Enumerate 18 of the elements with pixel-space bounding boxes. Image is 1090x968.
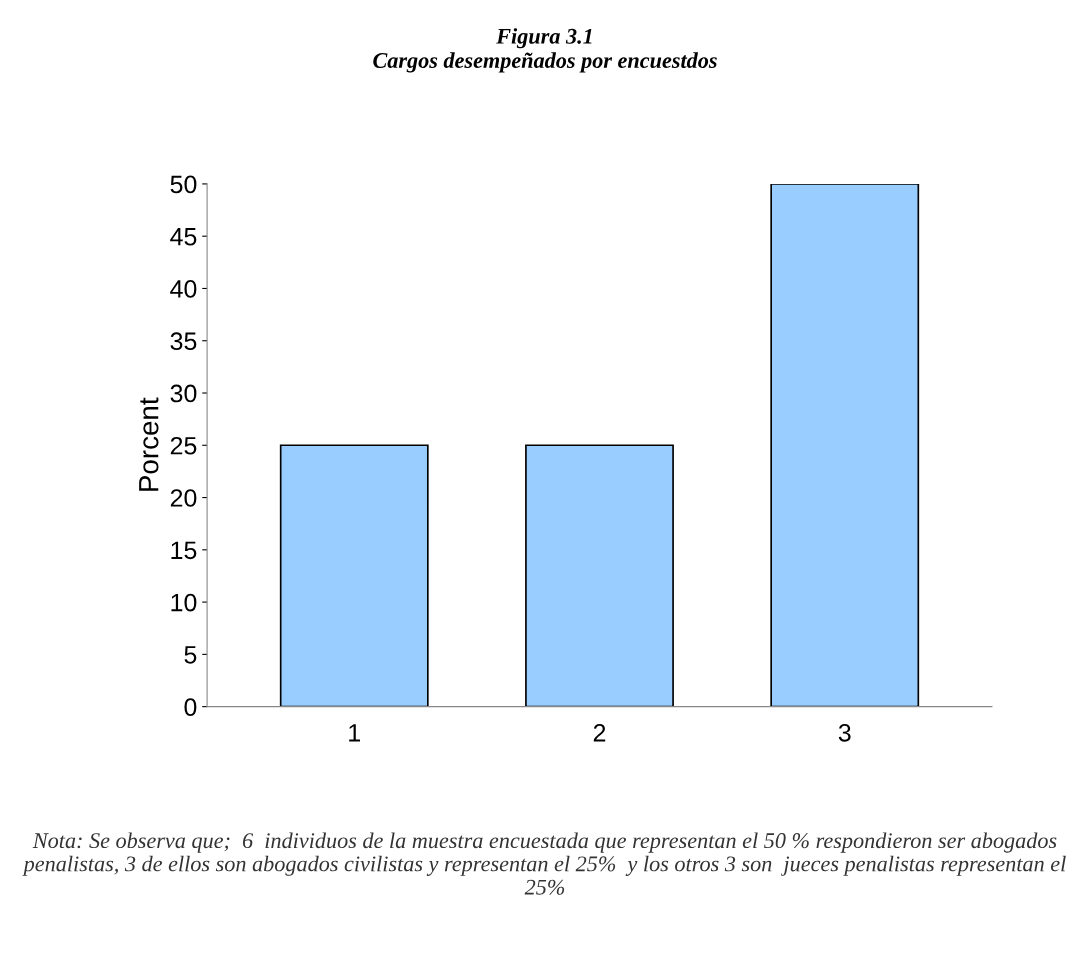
- chart-title: Figura 3.1: [496, 28, 592, 49]
- y-tick-label: 25: [170, 436, 197, 455]
- y-tick-label: 10: [171, 593, 197, 612]
- y-tick-label: 45: [170, 228, 197, 246]
- x-tick-label: 3: [838, 723, 851, 742]
- y-tick-label: 15: [171, 541, 197, 560]
- y-tick-label: 40: [170, 280, 197, 298]
- chart-subtitle: Cargos desempeñados por encuestdos: [373, 52, 717, 73]
- y-tick-label: 50: [170, 175, 197, 194]
- y-axis-title: Porcent: [139, 397, 159, 491]
- y-tick-label: 20: [170, 489, 197, 507]
- x-tick-label: 1: [349, 724, 360, 742]
- text: Nota: Se observa que; 6 individuos de la muestra encuestada que representan el 50 % respondieron ser abogados penalistas, 3 de ellos son abogados civilistas y representan el 25% y los otros 3 son jueces penalistas representan el 25%: [22, 832, 1066, 895]
- y-tick-label: 30: [170, 384, 197, 403]
- y-tick-label: 5: [184, 646, 197, 664]
- y-tick-label: 35: [170, 332, 197, 351]
- y-tick-label: 0: [184, 698, 197, 716]
- x-tick-label: 2: [593, 723, 606, 742]
